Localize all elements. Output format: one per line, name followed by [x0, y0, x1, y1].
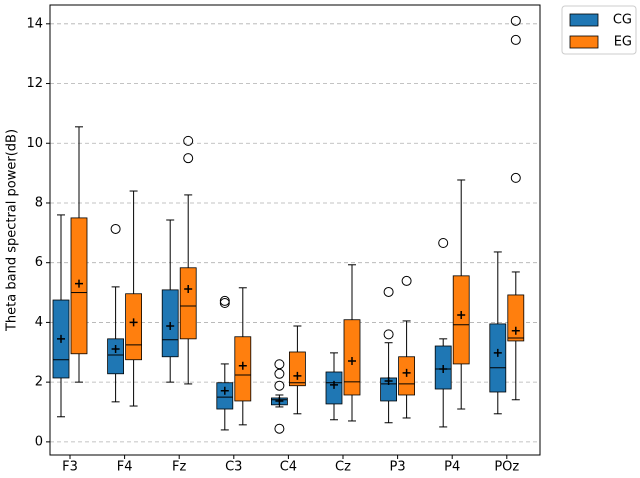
y-tick-label: 8 — [35, 195, 43, 210]
y-tick-label: 12 — [26, 76, 43, 91]
mean-marker — [75, 279, 83, 288]
mean-marker — [493, 348, 502, 357]
mean-marker — [348, 356, 356, 365]
box — [507, 294, 525, 342]
outlier — [183, 135, 194, 146]
outlier — [510, 34, 521, 45]
mean-marker — [166, 322, 175, 331]
outlier — [510, 172, 521, 183]
mean-marker — [111, 344, 120, 353]
box — [216, 382, 234, 410]
outlier — [438, 237, 449, 248]
mean-marker — [220, 386, 229, 395]
mean-marker — [511, 326, 520, 335]
x-tick-label: Cz — [335, 460, 351, 475]
box — [179, 267, 197, 340]
outlier — [383, 286, 394, 297]
outlier — [274, 423, 285, 434]
mean-marker — [129, 318, 138, 327]
y-tick-label: 4 — [35, 315, 43, 330]
y-tick-label: 6 — [35, 255, 43, 270]
x-tick-label: F3 — [62, 460, 78, 475]
mean-marker — [402, 368, 411, 377]
y-tick-label: 10 — [26, 136, 43, 151]
mean-marker — [275, 396, 284, 405]
y-tick-label: 14 — [26, 16, 43, 31]
x-tick-label: F4 — [117, 460, 133, 475]
box — [452, 275, 470, 365]
plot-frame — [49, 4, 541, 456]
x-tick-label: POz — [494, 460, 519, 475]
legend-label: CG — [613, 13, 632, 28]
x-tick-label: P4 — [444, 460, 460, 475]
mean-marker — [384, 376, 393, 385]
y-axis-label: Theta band spectral power(dB) — [5, 129, 20, 332]
mean-marker — [238, 361, 247, 370]
outlier — [383, 329, 394, 340]
outlier — [274, 368, 285, 379]
legend-swatch — [569, 35, 599, 49]
x-tick-label: C3 — [225, 460, 242, 475]
y-tick-label: 0 — [35, 434, 43, 449]
outlier — [510, 15, 521, 26]
outlier — [274, 359, 285, 370]
outlier — [219, 298, 230, 309]
outlier — [219, 295, 230, 306]
box — [288, 351, 306, 387]
mean-marker — [57, 334, 65, 343]
x-tick-label: Fz — [172, 460, 186, 475]
legend-swatch — [569, 13, 599, 27]
mean-marker — [457, 310, 466, 319]
mean-marker — [439, 365, 448, 374]
outlier — [401, 275, 412, 286]
box — [125, 293, 142, 361]
x-tick-label: P3 — [390, 460, 406, 475]
box — [107, 338, 124, 375]
x-tick-label: C4 — [280, 460, 297, 475]
box — [489, 323, 507, 393]
outlier — [110, 223, 121, 234]
y-tick-label: 2 — [35, 375, 43, 390]
mean-marker — [184, 284, 193, 293]
mean-marker — [293, 371, 302, 380]
legend-label: EG — [614, 35, 632, 50]
outlier — [183, 153, 194, 164]
outlier — [274, 380, 285, 391]
mean-marker — [330, 380, 338, 389]
